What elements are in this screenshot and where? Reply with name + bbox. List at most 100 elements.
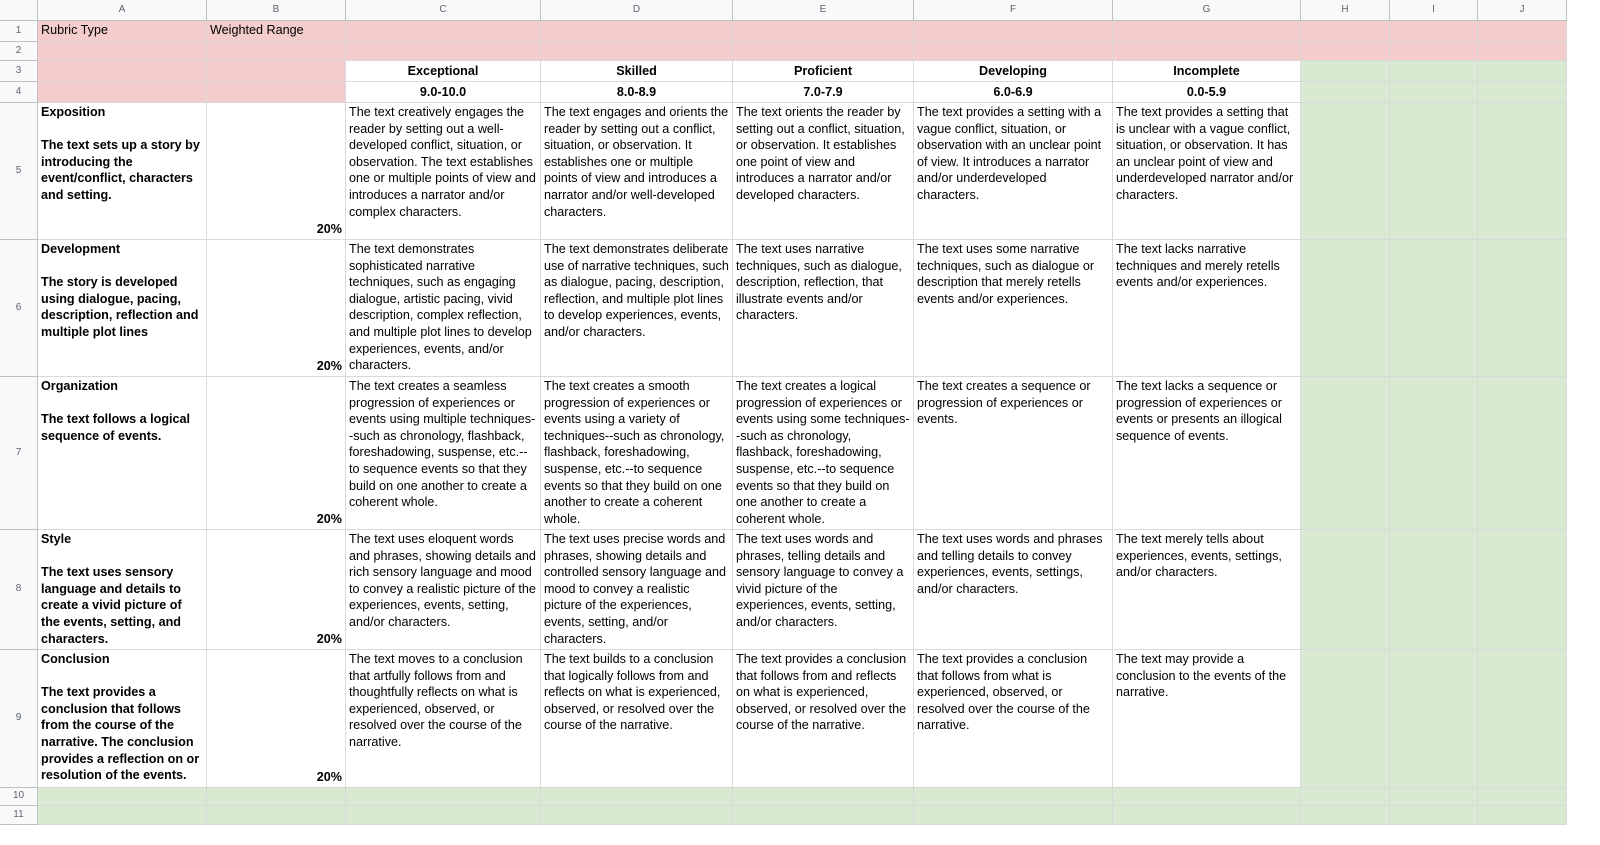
level-name[interactable]: Exceptional <box>346 61 541 82</box>
column-header[interactable]: F <box>914 0 1113 21</box>
cell[interactable] <box>1301 650 1390 788</box>
criterion[interactable]: Exposition The text sets up a story by in… <box>38 103 207 240</box>
column-header[interactable]: A <box>38 0 207 21</box>
cell[interactable] <box>1390 103 1478 240</box>
column-header[interactable]: B <box>207 0 346 21</box>
cell[interactable] <box>1301 82 1390 103</box>
level-range[interactable]: 9.0-10.0 <box>346 82 541 103</box>
criterion[interactable]: Conclusion The text provides a conclusion… <box>38 650 207 788</box>
level-range[interactable]: 6.0-6.9 <box>914 82 1113 103</box>
descriptor[interactable]: The text creates a sequence or progressi… <box>914 377 1113 530</box>
descriptor[interactable]: The text provides a conclusion that foll… <box>914 650 1113 788</box>
descriptor[interactable]: The text provides a setting with a vague… <box>914 103 1113 240</box>
descriptor[interactable]: The text uses precise words and phrases,… <box>541 530 733 650</box>
level-range[interactable]: 8.0-8.9 <box>541 82 733 103</box>
cell[interactable] <box>346 42 541 61</box>
cell[interactable] <box>1478 42 1567 61</box>
descriptor[interactable]: The text may provide a conclusion to the… <box>1113 650 1301 788</box>
cell[interactable] <box>914 806 1113 825</box>
criterion-weight[interactable]: 20% <box>207 240 346 377</box>
row-number[interactable]: 10 <box>0 788 38 806</box>
criterion-weight[interactable]: 20% <box>207 650 346 788</box>
corner[interactable] <box>0 0 38 21</box>
cell[interactable] <box>346 806 541 825</box>
criterion[interactable]: Development The story is developed using… <box>38 240 207 377</box>
row-number[interactable]: 9 <box>0 650 38 788</box>
descriptor[interactable]: The text uses narrative techniques, such… <box>733 240 914 377</box>
rubric-type[interactable]: Weighted Range Rubric <box>207 21 346 42</box>
cell[interactable] <box>38 788 207 806</box>
descriptor[interactable]: The text moves to a conclusion that artf… <box>346 650 541 788</box>
column-header[interactable]: J <box>1478 0 1567 21</box>
cell[interactable] <box>1301 806 1390 825</box>
cell[interactable] <box>1478 530 1567 650</box>
cell[interactable] <box>1390 530 1478 650</box>
criterion[interactable]: Style The text uses sensory language and … <box>38 530 207 650</box>
cell[interactable] <box>914 788 1113 806</box>
level-name[interactable]: Incomplete <box>1113 61 1301 82</box>
cell[interactable] <box>1301 61 1390 82</box>
column-header[interactable]: G <box>1113 0 1301 21</box>
column-header[interactable]: I <box>1390 0 1478 21</box>
descriptor[interactable]: The text demonstrates deliberate use of … <box>541 240 733 377</box>
cell[interactable] <box>1390 61 1478 82</box>
row-number[interactable]: 11 <box>0 806 38 825</box>
cell[interactable] <box>1478 240 1567 377</box>
cell[interactable] <box>1390 42 1478 61</box>
column-header[interactable]: H <box>1301 0 1390 21</box>
descriptor[interactable]: The text uses some narrative techniques,… <box>914 240 1113 377</box>
cell[interactable] <box>1478 650 1567 788</box>
level-name[interactable]: Skilled <box>541 61 733 82</box>
descriptor[interactable]: The text uses words and phrases and tell… <box>914 530 1113 650</box>
cell[interactable] <box>1478 788 1567 806</box>
descriptor[interactable]: The text creates a smooth progression of… <box>541 377 733 530</box>
descriptor[interactable]: The text builds to a conclusion that log… <box>541 650 733 788</box>
row-number[interactable]: 5 <box>0 103 38 240</box>
cell[interactable] <box>1390 806 1478 825</box>
level-name[interactable]: Proficient <box>733 61 914 82</box>
cell[interactable] <box>1113 42 1301 61</box>
descriptor[interactable]: The text provides a conclusion that foll… <box>733 650 914 788</box>
cell[interactable] <box>207 61 346 82</box>
cell[interactable] <box>207 788 346 806</box>
descriptor[interactable]: The text orients the reader by setting o… <box>733 103 914 240</box>
descriptor[interactable]: The text creates a seamless progression … <box>346 377 541 530</box>
cell[interactable] <box>38 61 207 82</box>
cell[interactable] <box>733 788 914 806</box>
cell[interactable] <box>38 42 207 61</box>
descriptor[interactable]: The text engages and orients the reader … <box>541 103 733 240</box>
cell[interactable] <box>1113 788 1301 806</box>
descriptor[interactable]: The text creates a logical progression o… <box>733 377 914 530</box>
cell[interactable] <box>1301 377 1390 530</box>
cell[interactable] <box>1478 21 1567 42</box>
cell[interactable] <box>733 21 914 42</box>
row-number[interactable]: 8 <box>0 530 38 650</box>
cell[interactable] <box>1390 21 1478 42</box>
cell[interactable] <box>1301 530 1390 650</box>
descriptor[interactable]: The text demonstrates sophisticated narr… <box>346 240 541 377</box>
cell[interactable] <box>733 42 914 61</box>
column-header[interactable]: C <box>346 0 541 21</box>
cell[interactable] <box>38 806 207 825</box>
cell[interactable] <box>1301 788 1390 806</box>
cell[interactable] <box>1390 82 1478 103</box>
cell[interactable] <box>541 806 733 825</box>
descriptor[interactable]: The text merely tells about experiences,… <box>1113 530 1301 650</box>
level-range[interactable]: 0.0-5.9 <box>1113 82 1301 103</box>
column-header[interactable]: D <box>541 0 733 21</box>
descriptor[interactable]: The text lacks a sequence or progression… <box>1113 377 1301 530</box>
cell[interactable] <box>1301 240 1390 377</box>
cell[interactable] <box>346 788 541 806</box>
cell[interactable] <box>1390 377 1478 530</box>
criterion[interactable]: Organization The text follows a logical s… <box>38 377 207 530</box>
cell[interactable] <box>1478 61 1567 82</box>
level-range[interactable]: 7.0-7.9 <box>733 82 914 103</box>
cell[interactable] <box>1390 650 1478 788</box>
cell[interactable] <box>1301 21 1390 42</box>
row-number[interactable]: 7 <box>0 377 38 530</box>
level-name[interactable]: Developing <box>914 61 1113 82</box>
descriptor[interactable]: The text uses words and phrases, telling… <box>733 530 914 650</box>
cell[interactable] <box>541 788 733 806</box>
rubric-type-label[interactable]: Rubric Type <box>38 21 207 42</box>
cell[interactable] <box>541 21 733 42</box>
